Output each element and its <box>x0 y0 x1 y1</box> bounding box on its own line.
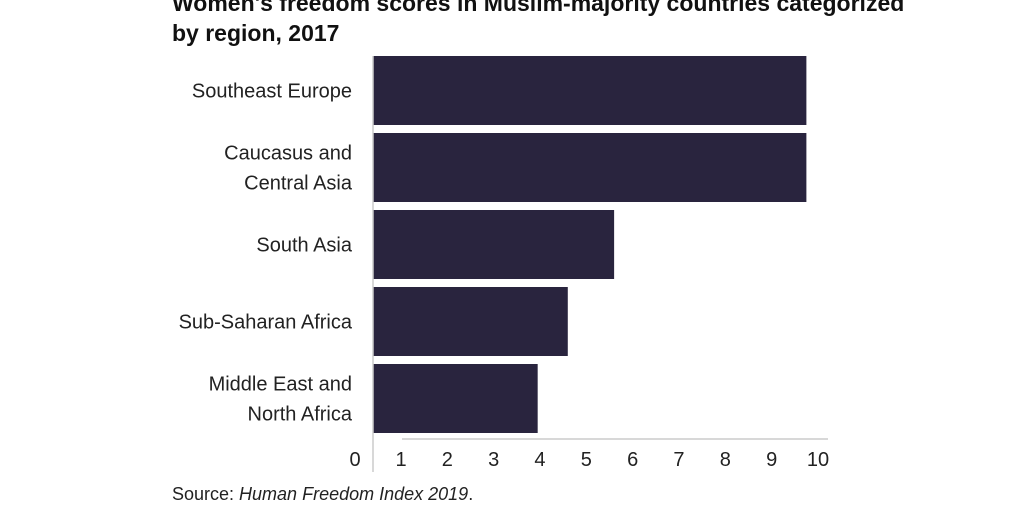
x-tick-label: 2 <box>442 449 453 471</box>
bar <box>373 210 615 279</box>
x-tick-label: 6 <box>627 449 638 471</box>
source-suffix: . <box>468 484 474 504</box>
category-labels: Southeast Europe Caucasus and Central Asia… <box>179 81 353 426</box>
x-tick-label: 3 <box>488 449 499 471</box>
source-name: Human Freedom Index 2019 <box>239 484 469 504</box>
category-label: Central Asia <box>244 173 353 195</box>
bar <box>373 364 538 433</box>
source-prefix: Source: <box>172 484 240 504</box>
x-tick-label: 8 <box>720 449 731 471</box>
category-label: Middle East and <box>209 374 352 396</box>
category-label: Sub-Saharan Africa <box>179 312 353 334</box>
chart-title: Women's freedom scores in Muslim-majorit… <box>172 0 905 46</box>
bar <box>373 56 807 125</box>
category-label: Caucasus and <box>224 143 352 165</box>
x-tick-label: 7 <box>673 449 684 471</box>
bar <box>373 133 807 202</box>
x-axis: 0 1 2 3 4 5 6 7 8 9 10 <box>349 56 829 472</box>
category-label: South Asia <box>256 235 353 257</box>
source-note: Source: Human Freedom Index 2019. <box>172 484 473 505</box>
x-tick-label: 9 <box>766 449 777 471</box>
x-tick-label: 0 <box>349 449 360 471</box>
bar <box>373 287 568 356</box>
x-tick-label: 10 <box>807 449 829 471</box>
bars-layer <box>373 56 807 433</box>
category-label: Southeast Europe <box>192 81 352 103</box>
category-label: North Africa <box>248 404 353 426</box>
x-tick-label: 1 <box>395 449 406 471</box>
x-tick-label: 4 <box>534 449 545 471</box>
x-tick-label: 5 <box>581 449 592 471</box>
